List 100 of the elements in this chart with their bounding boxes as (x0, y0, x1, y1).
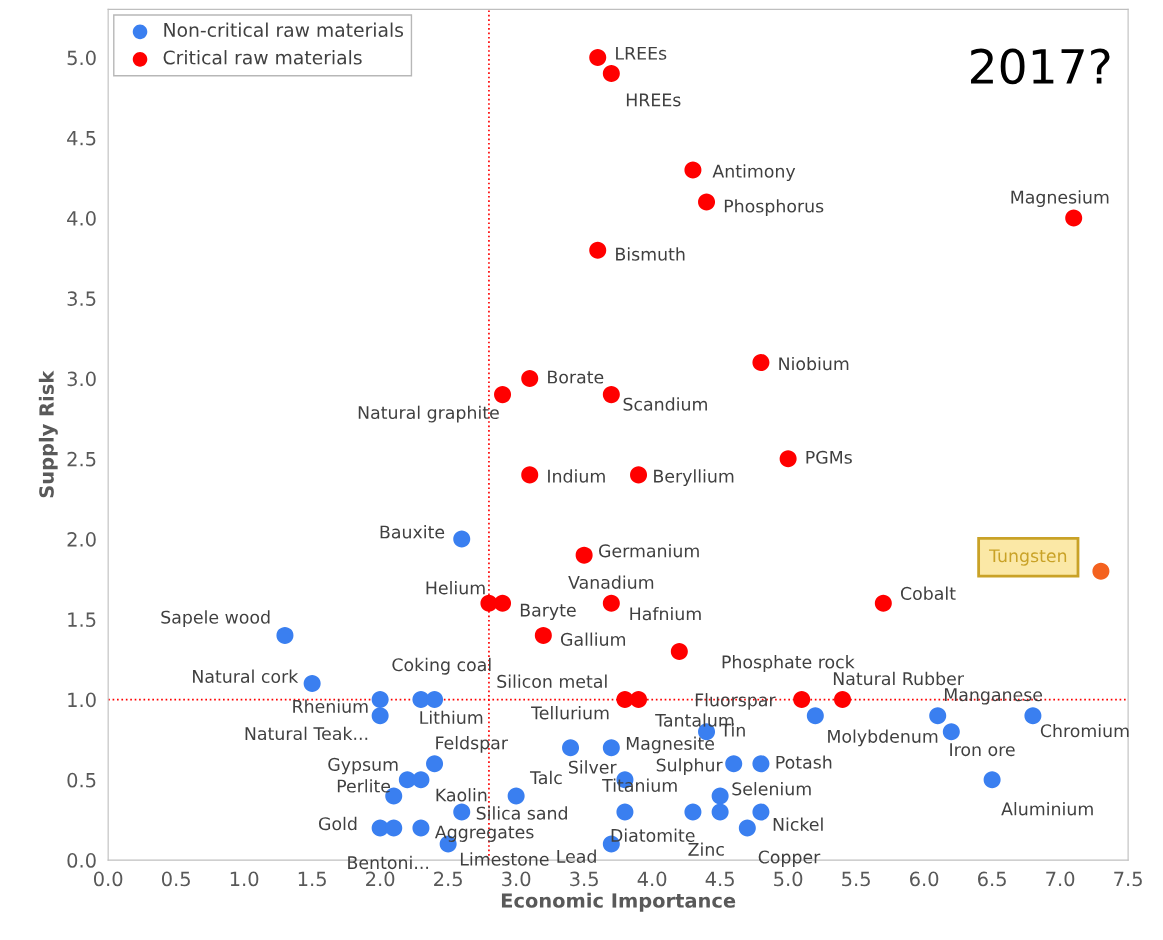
annotation: Natural graphite (358, 405, 499, 423)
annotation: Gallium (560, 632, 626, 646)
annotation: Silicon metal (497, 674, 607, 688)
point (562, 739, 580, 757)
point (806, 707, 824, 725)
annotation: Hafnium (630, 606, 701, 621)
point (602, 594, 620, 612)
point (589, 241, 607, 259)
point (738, 819, 756, 837)
annotation: Aggregates (434, 825, 534, 842)
y-tick-label: 2.5 (67, 451, 96, 467)
point (793, 691, 811, 709)
x-tick-label: 6.0 (910, 871, 939, 887)
point (630, 691, 648, 709)
annotation: 2017? (971, 48, 1110, 85)
point (834, 691, 852, 709)
annotation: Limestone (460, 852, 549, 866)
point (752, 803, 770, 821)
point (494, 594, 512, 612)
point (534, 626, 552, 644)
annotation: Manganese (944, 688, 1043, 705)
point (684, 161, 702, 179)
annotation: Cobalt (900, 586, 956, 600)
legend-label: Non-critical raw materials (164, 22, 404, 38)
annotation: Indium (548, 469, 605, 483)
point (494, 386, 512, 404)
point (602, 739, 620, 757)
point (698, 193, 716, 211)
point (752, 755, 770, 773)
annotation: Coking coal (392, 657, 491, 675)
point (874, 594, 892, 612)
annotation: Bauxite (380, 525, 445, 539)
x-tick-label: 7.0 (1046, 871, 1075, 887)
point (453, 803, 471, 821)
point (1092, 562, 1110, 580)
y-tick-label: 0.5 (67, 772, 96, 788)
annotation: HREEs (626, 93, 681, 107)
y-tick-label: 1.0 (68, 692, 96, 708)
y-tick-label: 1.5 (68, 612, 96, 627)
annotation: Diatomite (611, 828, 695, 842)
point (575, 546, 593, 564)
x-tick-label: 2.5 (434, 871, 462, 887)
annotation: Titanium (602, 778, 677, 792)
y-tick-label: 4.5 (67, 131, 96, 146)
annotation: Potash (776, 755, 832, 769)
point (453, 530, 471, 548)
annotation: Helium (426, 580, 485, 595)
point (929, 707, 947, 725)
annotation: Chromium (1040, 723, 1129, 738)
annotation: Feldspar (436, 735, 508, 753)
annotation: Germanium (599, 543, 699, 558)
point (303, 675, 321, 693)
point (602, 386, 620, 404)
annotation: Tungsten (988, 549, 1067, 566)
point (589, 49, 607, 67)
x-tick-label: 1.0 (230, 871, 259, 887)
point (426, 755, 444, 773)
x-tick-label: 1.5 (298, 871, 326, 887)
annotation: Silver (568, 760, 617, 774)
x-tick-label: 4.0 (637, 871, 667, 887)
point (630, 466, 648, 484)
annotation: Kaolin (436, 788, 487, 802)
annotation: Bismuth (616, 247, 685, 261)
annotation: Sulphur (656, 758, 723, 775)
annotation: Rhenium (293, 699, 368, 713)
y-tick-label: 2.0 (67, 532, 96, 547)
annotation: Zinc (688, 842, 724, 856)
point (521, 466, 539, 484)
annotation: Aluminium (1001, 802, 1093, 816)
annotation: Silica sand (476, 806, 567, 820)
point (616, 803, 634, 821)
annotation: Bentoni... (348, 855, 429, 870)
point (371, 691, 389, 709)
x-tick-label: 4.5 (705, 871, 734, 887)
annotation: Phosphate rock (722, 655, 855, 672)
x-tick-label: 3.5 (570, 871, 598, 887)
point (983, 771, 1001, 789)
annotation: Niobium (779, 356, 849, 371)
x-tick-label: 0.0 (93, 871, 123, 887)
x-axis-title: Economic Importance (501, 892, 736, 912)
annotation: LREEs (616, 46, 667, 60)
annotation: Tellurium (531, 706, 609, 720)
annotation: Lead (557, 849, 596, 863)
y-tick-label: 0.0 (67, 853, 96, 868)
annotation: Borate (548, 370, 604, 384)
point (942, 723, 960, 741)
y-tick-label: 3.0 (67, 371, 96, 387)
point (276, 626, 294, 644)
y-tick-label: 3.5 (67, 291, 96, 306)
x-tick-label: 5.5 (842, 871, 870, 887)
point (711, 787, 729, 805)
point (725, 755, 743, 773)
annotation: Antimony (712, 164, 796, 182)
annotation: Gypsum (328, 757, 398, 775)
y-axis-title: Supply Risk (38, 370, 58, 498)
point (412, 819, 430, 837)
annotation: Natural Teak... (245, 726, 368, 741)
annotation: Perlite (337, 779, 391, 793)
annotation: Vanadium (568, 575, 654, 589)
annotation: Phosphorus (724, 199, 824, 216)
